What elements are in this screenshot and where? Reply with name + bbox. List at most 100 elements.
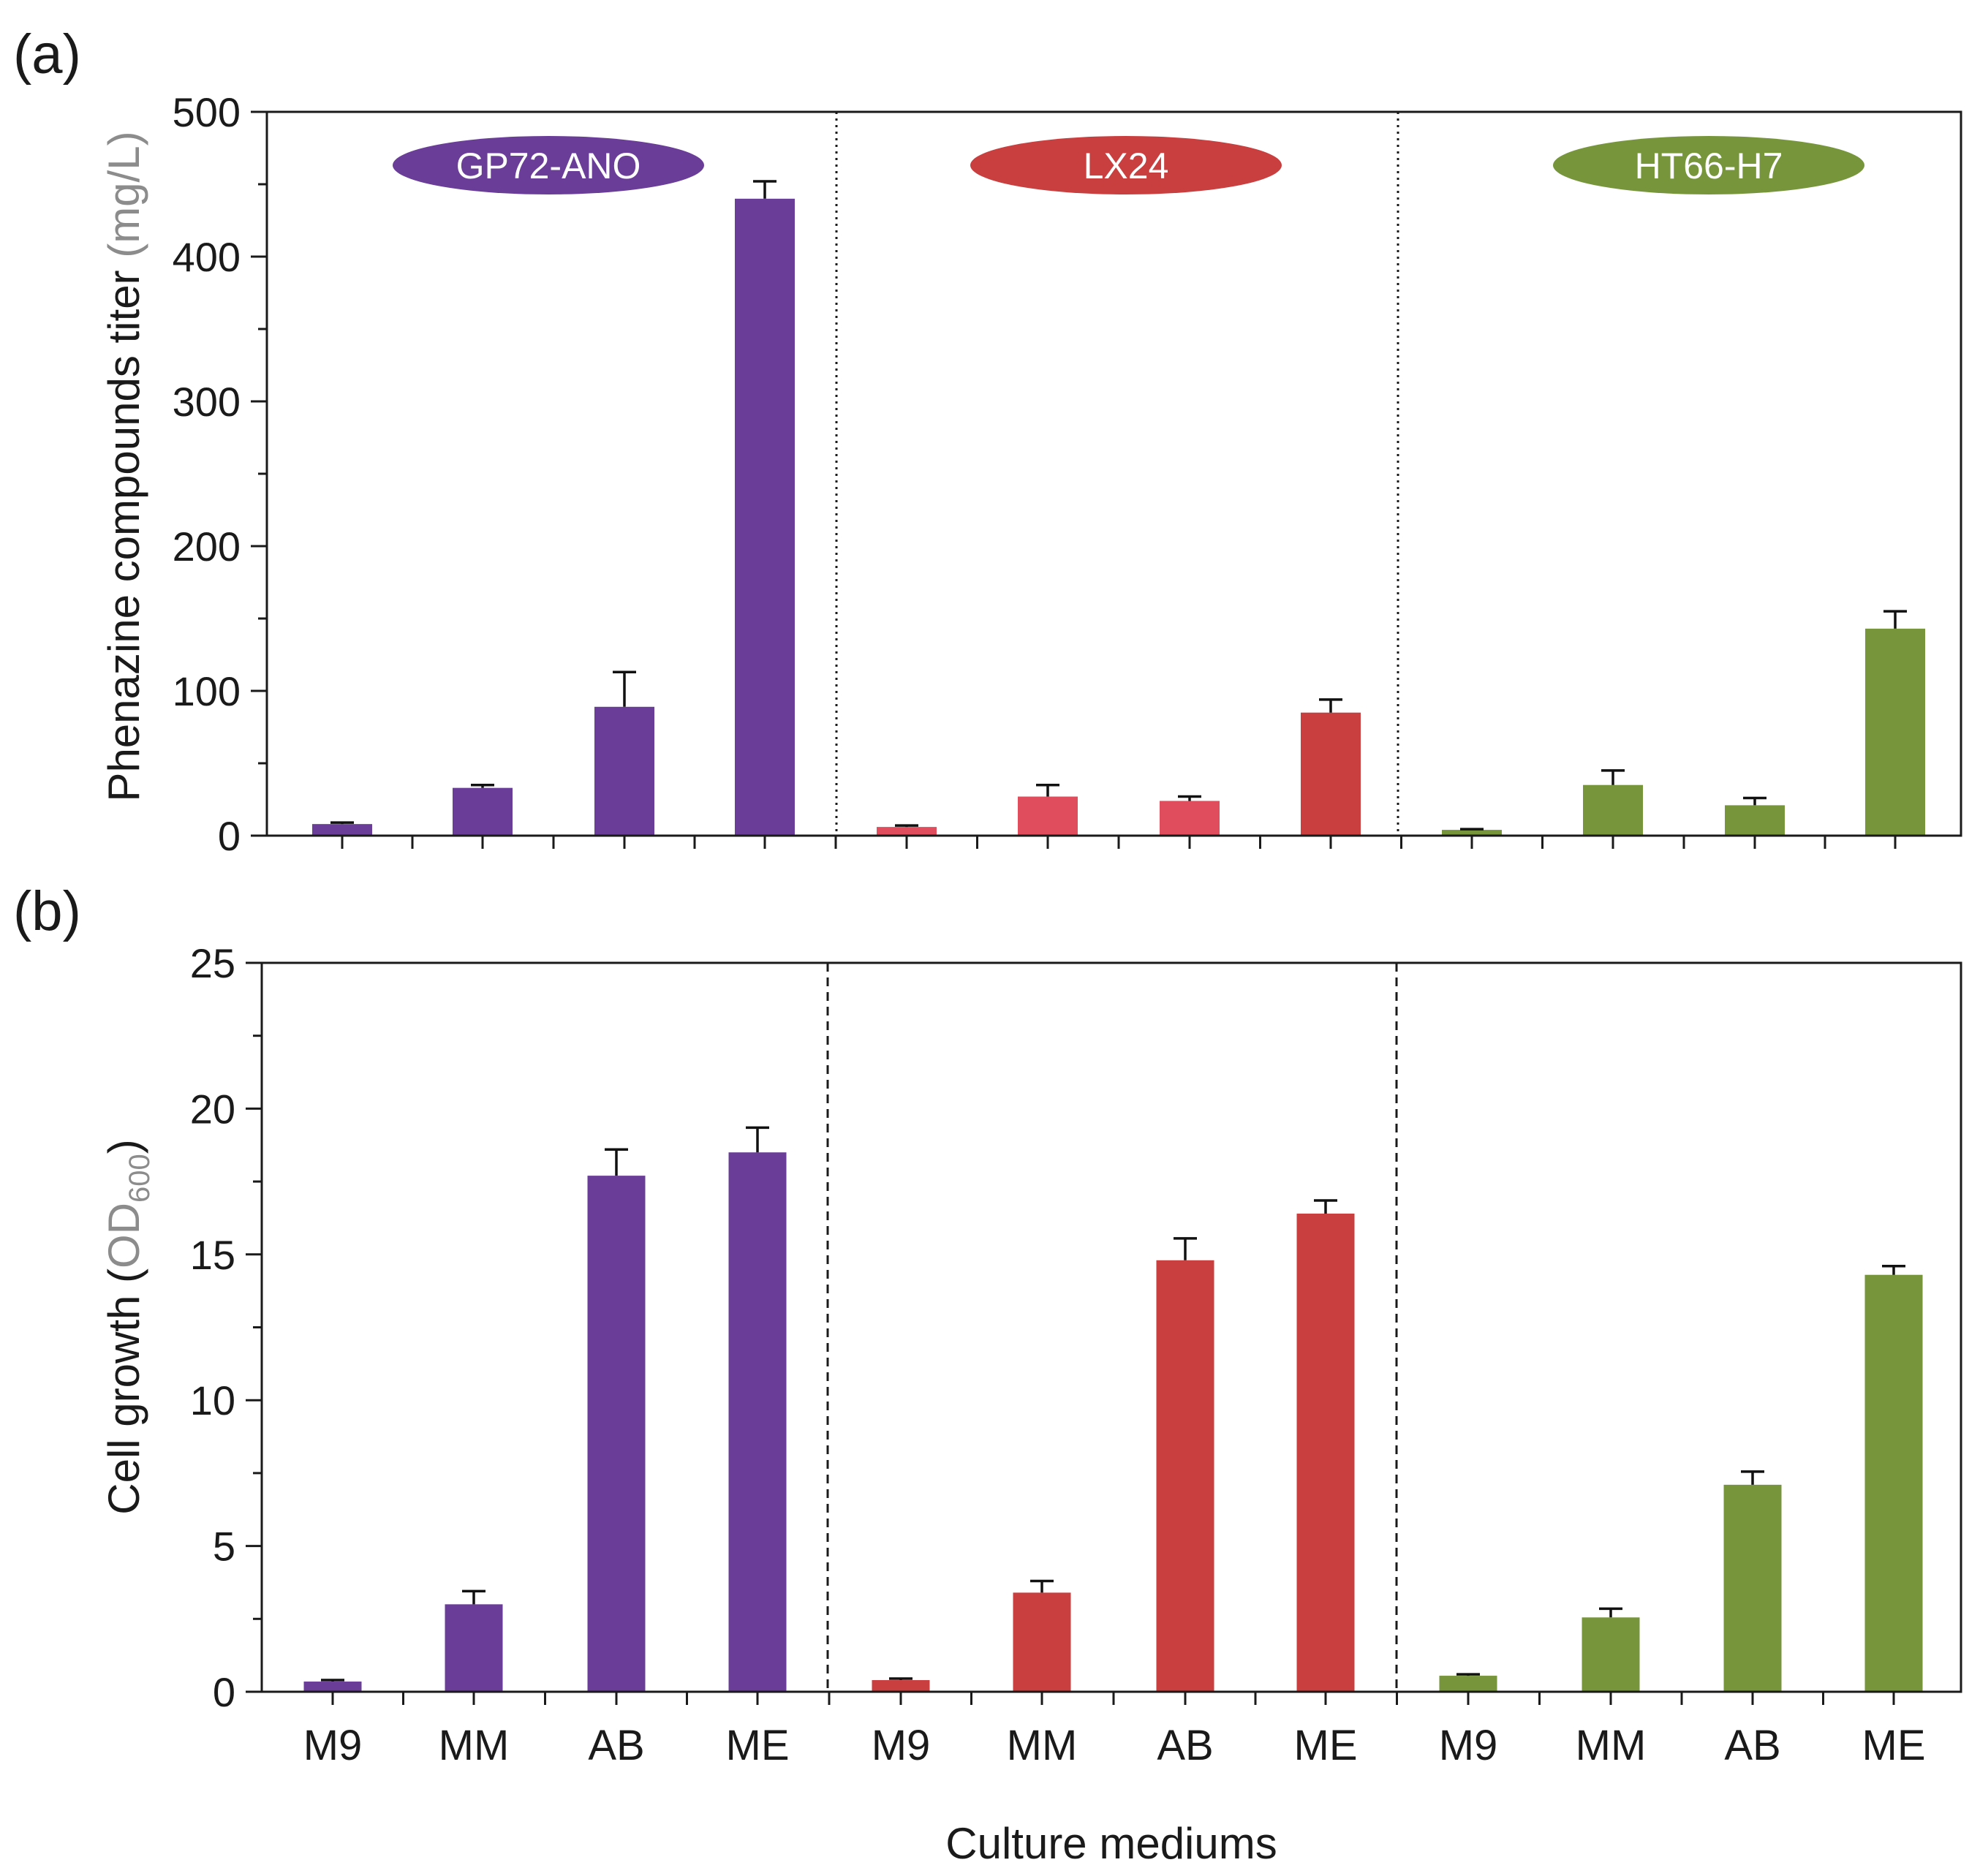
- error-bar-ht66-h7-ab: [1743, 796, 1766, 806]
- strain-ellipse-lx24: [970, 136, 1282, 194]
- error-bar-gp72-ano-ab: [605, 1148, 628, 1176]
- panel-b-chart: (b) Cell growth (OD600) 0 5 10 15 20 25 M9 MM A…: [13, 880, 1962, 1868]
- error-bar-ht66-h7-ab: [1741, 1470, 1764, 1485]
- panel-a-y-tick-label: 300: [173, 379, 241, 425]
- error-bar-lx24-m9: [889, 1677, 912, 1681]
- category-label-lx24-m9: M9: [872, 1722, 931, 1769]
- bar-ht66-h7-m9: [1439, 1676, 1497, 1692]
- panel-a-y-tick-label: 200: [173, 523, 241, 570]
- error-bar-ht66-h7-mm: [1599, 1607, 1622, 1618]
- category-label-gp72-ano-me: ME: [726, 1722, 790, 1769]
- error-bar-lx24-ab: [1178, 795, 1201, 801]
- bar-lx24-me: [1296, 1213, 1355, 1692]
- category-label-ht66-h7-m9: M9: [1439, 1722, 1498, 1769]
- bar-lx24-m9: [872, 1680, 930, 1692]
- panel-a-y-title-main: Phenazine compounds titer: [99, 258, 148, 802]
- panel-a-y-tick-label: 100: [173, 668, 241, 714]
- bar-gp72-ano-me: [728, 1152, 787, 1692]
- category-label-ht66-h7-ab: AB: [1724, 1722, 1780, 1769]
- panel-b-y-title-unit: OD: [99, 1203, 148, 1268]
- strain-label-ht66-h7: HT66-H7: [1635, 145, 1783, 186]
- error-bar-ht66-h7-m9: [1460, 828, 1484, 831]
- error-bar-ht66-h7-m9: [1456, 1673, 1480, 1676]
- error-bar-gp72-ano-mm: [471, 783, 494, 788]
- category-label-lx24-ab: AB: [1157, 1722, 1213, 1769]
- panel-b-y-title-sub: 600: [124, 1154, 156, 1203]
- panel-b-y-title-main: Cell growth (: [99, 1268, 148, 1515]
- bar-gp72-ano-m9: [303, 1682, 362, 1692]
- error-bar-lx24-me: [1319, 698, 1342, 713]
- panel-a-strain-labels: GP72-ANO LX24 HT66-H7: [393, 136, 1864, 194]
- bar-ht66-h7-m9: [1442, 830, 1502, 836]
- category-label-ht66-h7-me: ME: [1862, 1722, 1926, 1769]
- panel-b-y-tick-label: 25: [190, 940, 235, 986]
- bar-gp72-ano-m9: [312, 824, 372, 836]
- bar-lx24-mm: [1018, 796, 1078, 836]
- error-bar-gp72-ano-m9: [321, 1679, 344, 1682]
- panel-b-y-tick-label: 5: [213, 1524, 235, 1570]
- panel-b-y-tick-label: 20: [190, 1086, 235, 1132]
- panel-b-bars: [303, 1126, 1923, 1692]
- bar-lx24-ab: [1160, 801, 1220, 836]
- bar-gp72-ano-ab: [594, 706, 654, 836]
- category-label-gp72-ano-m9: M9: [303, 1722, 363, 1769]
- error-bar-ht66-h7-mm: [1601, 769, 1625, 785]
- panel-b-y-tick-label: 15: [190, 1232, 235, 1278]
- panel-b-letter: (b): [13, 880, 81, 942]
- bar-gp72-ano-me: [735, 198, 795, 836]
- error-bar-ht66-h7-me: [1882, 1265, 1905, 1275]
- panel-b-y-tick-label: 10: [190, 1377, 235, 1423]
- error-bar-gp72-ano-me: [753, 180, 776, 199]
- bar-gp72-ano-mm: [445, 1604, 503, 1692]
- strain-ellipse-ht66-h7: [1553, 136, 1864, 194]
- panel-b-y-tick-label: 0: [213, 1669, 235, 1715]
- bar-ht66-h7-me: [1865, 628, 1925, 836]
- category-label-ht66-h7-mm: MM: [1576, 1722, 1647, 1769]
- panel-b-axes: 0 5 10 15 20 25: [190, 940, 1895, 1715]
- error-bar-lx24-mm: [1030, 1579, 1054, 1593]
- panel-a-plot-frame: [265, 110, 1962, 837]
- bar-ht66-h7-ab: [1725, 805, 1785, 836]
- error-bar-gp72-ano-m9: [330, 821, 354, 825]
- bar-gp72-ano-ab: [587, 1176, 646, 1692]
- error-bar-gp72-ano-mm: [462, 1589, 485, 1605]
- panel-a-y-tick-label: 500: [173, 89, 241, 135]
- bar-lx24-ab: [1156, 1260, 1214, 1692]
- panel-a-y-tick-label: 400: [173, 234, 241, 280]
- strain-label-gp72-ano: GP72-ANO: [456, 145, 641, 186]
- panel-a-letter: (a): [13, 23, 81, 86]
- error-bar-lx24-ab: [1174, 1237, 1197, 1260]
- error-bar-lx24-me: [1314, 1199, 1337, 1214]
- bar-ht66-h7-ab: [1723, 1484, 1782, 1692]
- panel-a-bars: [312, 180, 1925, 836]
- panel-b-x-axis-title: Culture mediums: [945, 1819, 1277, 1868]
- panel-a-y-title-unit: (mg/L): [99, 131, 148, 257]
- panel-b-plot-frame: [260, 961, 1962, 1693]
- strain-ellipse-gp72-ano: [393, 136, 704, 194]
- bar-ht66-h7-me: [1864, 1274, 1923, 1692]
- category-label-lx24-me: ME: [1294, 1722, 1358, 1769]
- bar-lx24-me: [1301, 712, 1361, 836]
- panel-b-y-title-close: ): [99, 1139, 148, 1154]
- bar-gp72-ano-mm: [453, 787, 513, 836]
- error-bar-gp72-ano-ab: [613, 670, 636, 707]
- panel-b-category-labels: M9 MM AB ME M9 MM AB ME M9 MM AB ME: [303, 1722, 1926, 1769]
- strain-label-lx24: LX24: [1084, 145, 1169, 186]
- error-bar-lx24-mm: [1036, 783, 1059, 797]
- bar-ht66-h7-mm: [1583, 784, 1643, 836]
- bar-lx24-mm: [1013, 1592, 1071, 1692]
- panel-a-y-axis-title: Phenazine compounds titer (mg/L): [99, 131, 148, 801]
- panel-b-y-axis-title: Cell growth (OD600): [99, 1139, 156, 1515]
- bar-lx24-m9: [877, 827, 937, 836]
- category-label-lx24-mm: MM: [1007, 1722, 1078, 1769]
- error-bar-lx24-m9: [895, 824, 918, 828]
- error-bar-ht66-h7-me: [1883, 610, 1907, 629]
- category-label-gp72-ano-mm: MM: [439, 1722, 510, 1769]
- error-bar-gp72-ano-me: [746, 1126, 769, 1153]
- panel-a-chart: (a) Phenazine compounds titer (mg/L) 0 10…: [13, 23, 1962, 859]
- category-label-gp72-ano-ab: AB: [588, 1722, 644, 1769]
- bar-ht66-h7-mm: [1582, 1617, 1640, 1692]
- panel-a-y-tick-label: 0: [218, 813, 241, 859]
- panel-a-axes: 0 100 200 300 400 500: [173, 89, 1897, 859]
